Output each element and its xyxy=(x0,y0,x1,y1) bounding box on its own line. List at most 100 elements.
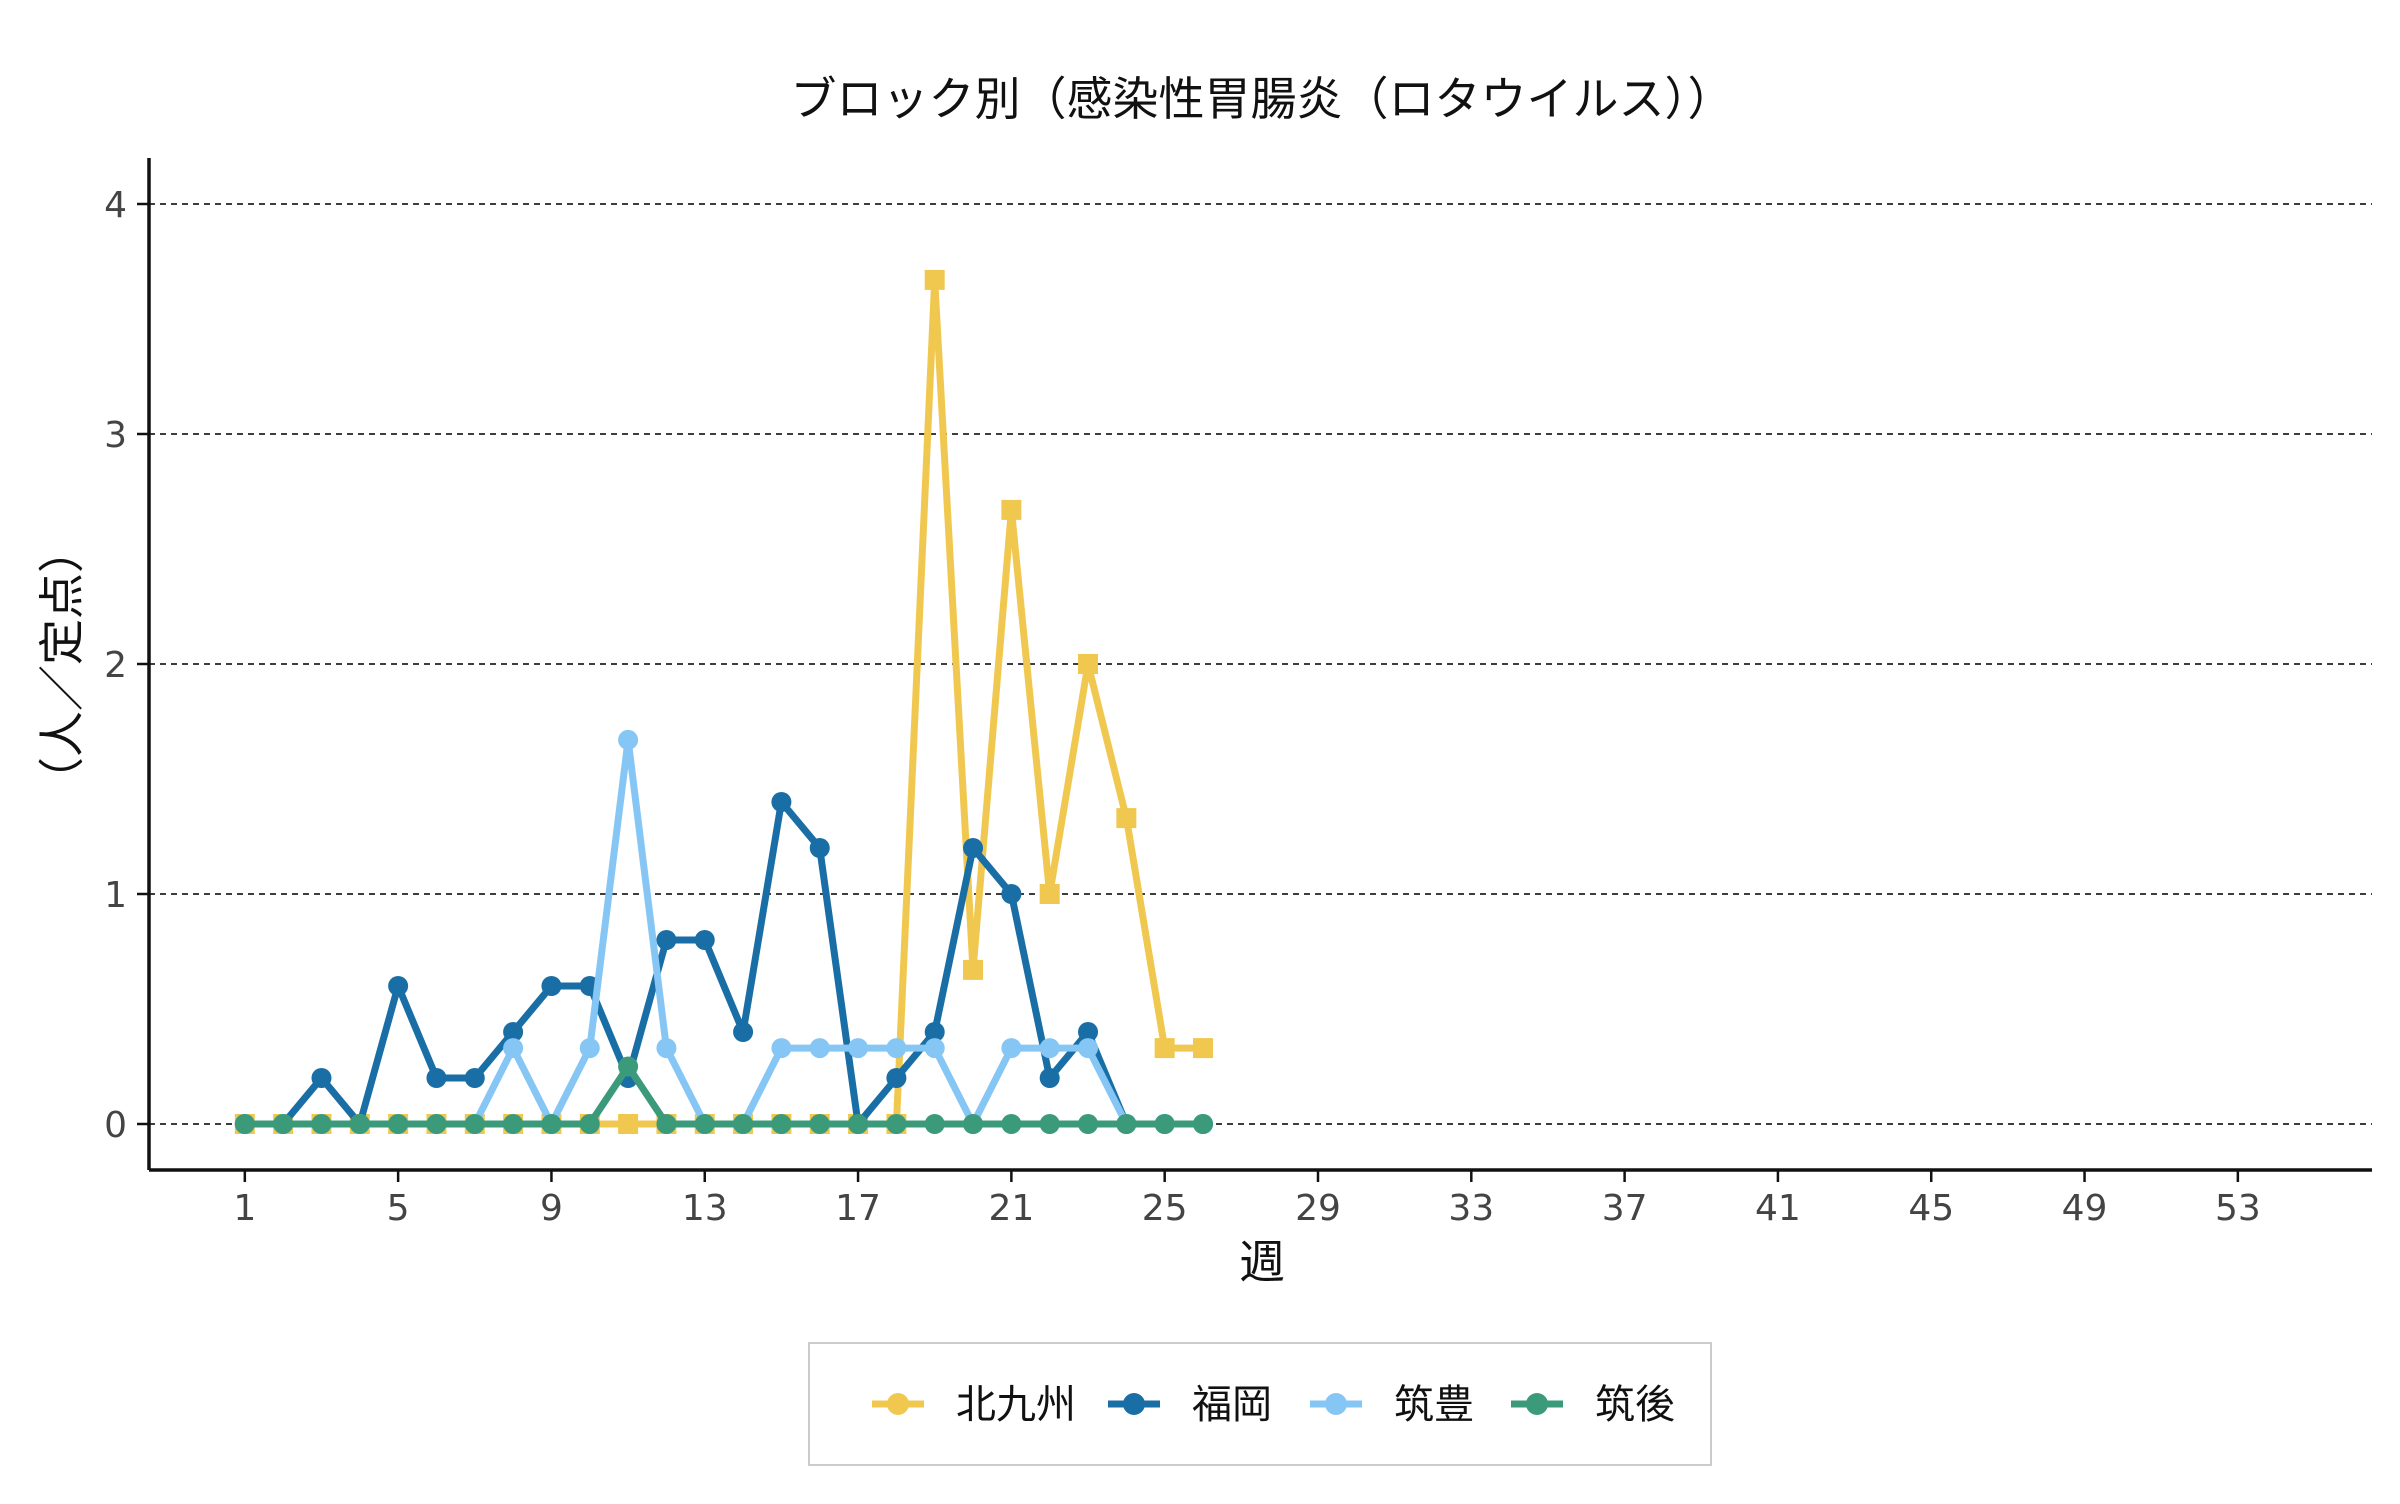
data-point xyxy=(886,1068,907,1088)
data-point xyxy=(503,1114,524,1134)
data-point xyxy=(694,930,715,950)
legend-label: 筑後 xyxy=(1595,1382,1675,1428)
data-point xyxy=(771,792,792,812)
y-tick-label: 0 xyxy=(104,1105,127,1146)
data-point xyxy=(1078,1022,1099,1042)
data-point xyxy=(886,1114,907,1134)
x-tick-label: 45 xyxy=(1908,1188,1954,1229)
legend: 北九州 福岡 筑豊 筑後 xyxy=(808,1342,1712,1466)
data-point xyxy=(464,1114,485,1134)
data-point xyxy=(963,959,984,980)
data-point xyxy=(809,838,830,858)
y-axis-ticks: 0 1 2 3 4 xyxy=(104,185,149,1146)
data-point xyxy=(924,269,945,290)
y-tick-label: 1 xyxy=(104,875,127,916)
x-tick-label: 1 xyxy=(233,1188,256,1229)
legend-item: 北九州 xyxy=(872,1382,1076,1428)
data-point xyxy=(618,1114,639,1134)
legend-label: 筑豊 xyxy=(1394,1382,1474,1428)
x-axis-ticks: 1 5 9 13 17 21 25 29 33 37 41 45 49 53 xyxy=(233,1170,2261,1229)
data-point xyxy=(388,1114,409,1134)
x-tick-label: 5 xyxy=(387,1188,410,1229)
legend-swatch-marker xyxy=(1325,1393,1347,1415)
x-tick-label: 53 xyxy=(2215,1188,2261,1229)
data-point xyxy=(1039,1114,1060,1134)
data-point xyxy=(349,1114,370,1134)
data-point xyxy=(924,1114,945,1134)
data-point xyxy=(809,1114,830,1134)
data-point xyxy=(656,930,677,950)
x-tick-label: 49 xyxy=(2062,1188,2108,1229)
data-point xyxy=(503,1022,524,1042)
x-tick-label: 21 xyxy=(988,1188,1034,1229)
legend-item: 筑豊 xyxy=(1310,1382,1474,1428)
data-point xyxy=(273,1114,294,1134)
data-point xyxy=(1154,1038,1175,1059)
data-point xyxy=(886,1038,907,1059)
data-point xyxy=(1078,1114,1099,1134)
data-point xyxy=(848,1038,869,1059)
data-point xyxy=(1001,884,1022,904)
data-point xyxy=(694,1114,715,1134)
data-point xyxy=(733,1114,754,1134)
data-point xyxy=(1001,1038,1022,1059)
data-point xyxy=(541,1114,562,1134)
data-point xyxy=(733,1022,754,1042)
data-point xyxy=(771,1114,792,1134)
data-point xyxy=(656,1114,677,1134)
data-point xyxy=(656,1038,677,1059)
data-point xyxy=(1039,884,1060,904)
data-point xyxy=(388,976,409,996)
series-2 xyxy=(234,792,1214,1134)
series-line xyxy=(241,276,1207,1128)
data-point xyxy=(426,1114,447,1134)
data-point xyxy=(924,1038,945,1059)
x-tick-label: 17 xyxy=(835,1188,881,1229)
legend-swatch-marker xyxy=(887,1393,909,1415)
data-point xyxy=(1116,1114,1137,1134)
data-point xyxy=(464,1068,485,1088)
data-point xyxy=(924,1022,945,1042)
data-point xyxy=(1039,1068,1060,1088)
data-point xyxy=(311,1114,332,1134)
legend-swatch-marker xyxy=(1123,1393,1145,1415)
y-axis-label: （人／定点） xyxy=(35,527,89,803)
data-point xyxy=(1078,654,1099,674)
y-tick-label: 2 xyxy=(104,645,127,686)
x-axis-label: 週 xyxy=(1239,1235,1285,1289)
gridlines xyxy=(149,203,2372,1125)
data-point xyxy=(426,1068,447,1088)
data-point xyxy=(1001,499,1022,520)
data-point xyxy=(541,976,562,996)
data-point xyxy=(963,838,984,858)
data-point xyxy=(1193,1038,1214,1059)
x-tick-label: 13 xyxy=(682,1188,728,1229)
series-4 xyxy=(234,1056,1214,1134)
data-point xyxy=(311,1068,332,1088)
data-point xyxy=(579,1114,600,1134)
data-point xyxy=(1154,1114,1175,1134)
legend-items: 北九州 福岡 筑豊 筑後 xyxy=(872,1382,1675,1428)
y-tick-label: 3 xyxy=(104,415,127,456)
data-point xyxy=(234,1114,255,1134)
data-point xyxy=(618,1056,639,1077)
data-point xyxy=(771,1038,792,1059)
series-1 xyxy=(234,269,1214,1134)
chart-title: ブロック別（感染性胃腸炎（ロタウイルス）） xyxy=(791,72,1734,126)
data-point xyxy=(848,1114,869,1134)
data-point xyxy=(963,1114,984,1134)
legend-item: 筑後 xyxy=(1511,1382,1675,1428)
data-point xyxy=(1116,808,1137,829)
series-lines xyxy=(234,269,1214,1134)
y-tick-label: 4 xyxy=(104,185,127,226)
x-tick-label: 33 xyxy=(1448,1188,1494,1229)
legend-label: 北九州 xyxy=(956,1382,1076,1428)
x-tick-label: 25 xyxy=(1142,1188,1188,1229)
legend-swatch-marker xyxy=(1526,1393,1548,1415)
data-point xyxy=(579,1038,600,1059)
data-point xyxy=(1193,1114,1214,1134)
data-point xyxy=(809,1038,830,1059)
data-point xyxy=(1001,1114,1022,1134)
data-point xyxy=(503,1038,524,1059)
